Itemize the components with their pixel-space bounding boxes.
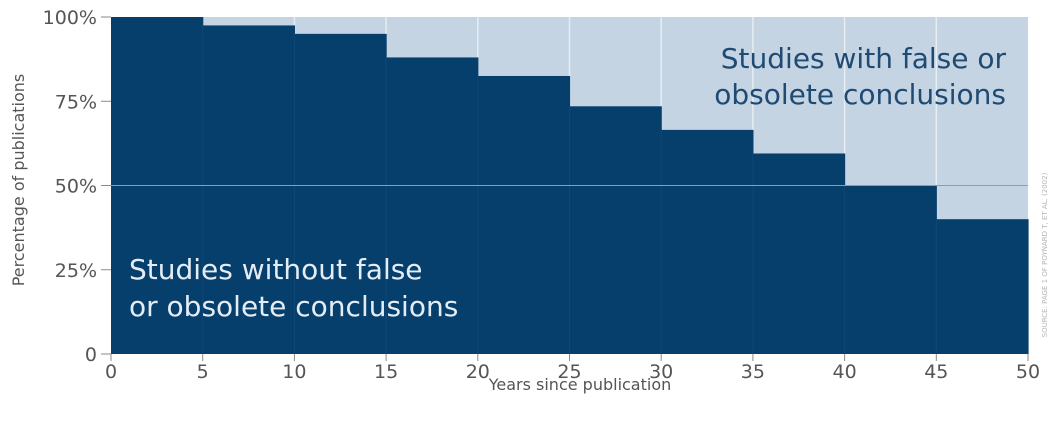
annotation-true-line2: or obsolete conclusions xyxy=(129,290,458,323)
x-tick-label: 40 xyxy=(833,361,857,383)
x-tick-label: 0 xyxy=(105,361,117,383)
step-bar-without-false xyxy=(936,219,1029,354)
step-bar-without-false xyxy=(661,129,754,354)
annotation-true-line1: Studies without false xyxy=(129,253,423,286)
x-tick-label: 30 xyxy=(649,361,673,383)
x-tick-label: 15 xyxy=(374,361,398,383)
x-tick-label: 25 xyxy=(557,361,581,383)
step-bar-without-false xyxy=(477,75,571,354)
step-bar-without-false xyxy=(752,153,846,354)
source-note: SOURCE: PAGE 1 OF POYNARD T, ET AL. (200… xyxy=(1041,172,1049,337)
y-tick-label: 100% xyxy=(43,7,97,29)
x-tick-label: 45 xyxy=(924,361,948,383)
y-tick-label: 50% xyxy=(55,176,97,198)
step-bar-without-false xyxy=(569,106,662,355)
x-tick-label: 20 xyxy=(466,361,490,383)
annotation-false-line1: Studies with false or xyxy=(721,42,1007,75)
y-axis-label: Percentage of publications xyxy=(9,74,28,287)
y-tick-label: 25% xyxy=(55,260,97,282)
x-tick-label: 5 xyxy=(197,361,209,383)
y-tick-label: 0 xyxy=(85,344,97,366)
y-tick-label: 75% xyxy=(55,91,97,113)
step-bar-without-false xyxy=(294,33,387,354)
annotation-false-line2: obsolete conclusions xyxy=(714,78,1006,111)
step-bar-without-false xyxy=(202,25,295,355)
x-axis-label: Years since publication xyxy=(488,375,672,394)
plot-area xyxy=(111,17,1029,355)
x-axis-ticks: 0 5 10 15 20 25 30 35 40 45 50 xyxy=(105,354,1040,383)
x-tick-label: 50 xyxy=(1016,361,1040,383)
y-axis-ticks: 0 25% 50% 75% 100% xyxy=(43,7,111,366)
x-tick-label: 35 xyxy=(741,361,765,383)
step-bar-without-false xyxy=(386,57,479,354)
x-tick-label: 10 xyxy=(282,361,306,383)
step-bar-without-false xyxy=(844,185,937,354)
